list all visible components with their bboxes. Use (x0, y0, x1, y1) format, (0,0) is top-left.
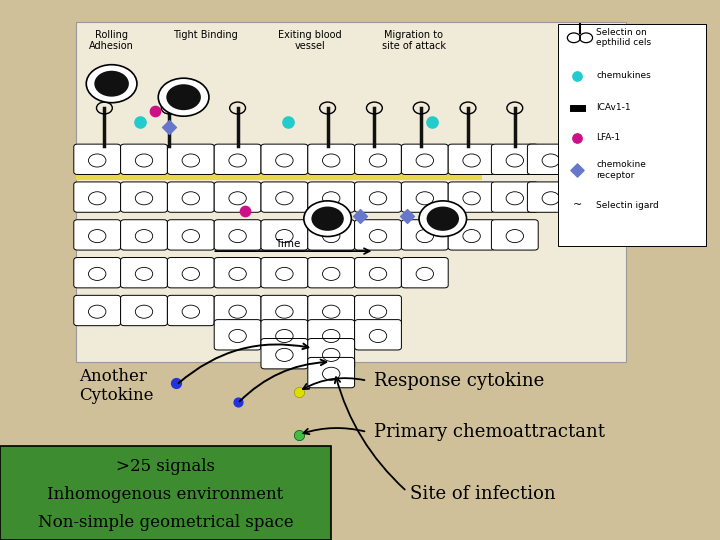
FancyBboxPatch shape (74, 220, 121, 250)
Text: Selectin on
epthilid cels: Selectin on epthilid cels (596, 28, 652, 48)
FancyBboxPatch shape (355, 320, 402, 350)
FancyBboxPatch shape (167, 295, 215, 326)
Circle shape (312, 206, 344, 231)
Point (239, 206, 251, 215)
Text: Time: Time (275, 239, 301, 249)
Point (135, 117, 146, 126)
FancyBboxPatch shape (527, 182, 575, 212)
FancyBboxPatch shape (121, 258, 167, 288)
FancyBboxPatch shape (355, 220, 402, 250)
FancyBboxPatch shape (527, 144, 575, 174)
FancyBboxPatch shape (215, 144, 261, 174)
FancyBboxPatch shape (215, 258, 261, 288)
Text: Response cytokine: Response cytokine (374, 372, 544, 390)
FancyBboxPatch shape (121, 220, 167, 250)
Text: Migration to
site of attack: Migration to site of attack (382, 30, 446, 51)
FancyBboxPatch shape (558, 24, 706, 246)
Point (336, 209, 348, 218)
Text: LFA-1: LFA-1 (596, 133, 621, 142)
Point (293, 387, 305, 396)
FancyBboxPatch shape (491, 144, 539, 174)
FancyBboxPatch shape (74, 182, 121, 212)
Text: Exiting blood
vessel: Exiting blood vessel (278, 30, 341, 51)
FancyBboxPatch shape (308, 339, 355, 369)
Text: Inhomogenous environment: Inhomogenous environment (48, 486, 284, 503)
Point (232, 398, 243, 407)
Point (163, 123, 175, 131)
FancyBboxPatch shape (167, 182, 215, 212)
FancyBboxPatch shape (167, 144, 215, 174)
Point (426, 117, 438, 126)
FancyBboxPatch shape (261, 220, 308, 250)
Text: Rolling
Adhesion: Rolling Adhesion (89, 30, 134, 51)
FancyBboxPatch shape (121, 182, 167, 212)
FancyBboxPatch shape (215, 220, 261, 250)
FancyBboxPatch shape (261, 295, 308, 326)
FancyBboxPatch shape (261, 320, 308, 350)
Point (401, 212, 413, 220)
FancyBboxPatch shape (355, 182, 402, 212)
Circle shape (304, 201, 351, 237)
Point (572, 133, 583, 142)
Text: Another
Cytokine: Another Cytokine (79, 368, 153, 404)
FancyBboxPatch shape (121, 295, 167, 326)
FancyBboxPatch shape (448, 182, 495, 212)
Text: ICAv1-1: ICAv1-1 (596, 104, 631, 112)
Point (149, 106, 161, 115)
FancyBboxPatch shape (402, 182, 448, 212)
Point (282, 117, 294, 126)
FancyBboxPatch shape (402, 144, 448, 174)
FancyBboxPatch shape (355, 144, 402, 174)
Circle shape (426, 206, 459, 231)
FancyBboxPatch shape (261, 144, 308, 174)
FancyBboxPatch shape (448, 220, 495, 250)
FancyBboxPatch shape (402, 258, 448, 288)
FancyBboxPatch shape (167, 220, 215, 250)
FancyBboxPatch shape (261, 339, 308, 369)
FancyBboxPatch shape (0, 446, 331, 540)
FancyBboxPatch shape (491, 220, 539, 250)
FancyBboxPatch shape (121, 144, 167, 174)
FancyBboxPatch shape (76, 151, 482, 180)
FancyBboxPatch shape (261, 182, 308, 212)
Text: Tight Binding: Tight Binding (173, 30, 238, 40)
Text: Selectin igard: Selectin igard (596, 201, 659, 210)
Point (354, 212, 366, 220)
FancyBboxPatch shape (76, 22, 626, 362)
Circle shape (166, 84, 201, 110)
FancyBboxPatch shape (308, 144, 355, 174)
Circle shape (86, 65, 137, 103)
Point (171, 379, 182, 388)
Text: Site of infection: Site of infection (410, 485, 556, 503)
FancyBboxPatch shape (167, 258, 215, 288)
FancyBboxPatch shape (308, 182, 355, 212)
Text: chemokine
receptor: chemokine receptor (596, 160, 646, 180)
FancyBboxPatch shape (308, 320, 355, 350)
Point (293, 430, 305, 439)
Point (572, 166, 583, 174)
FancyBboxPatch shape (215, 295, 261, 326)
FancyBboxPatch shape (261, 258, 308, 288)
FancyBboxPatch shape (402, 220, 448, 250)
FancyBboxPatch shape (215, 320, 261, 350)
Text: Primary chemoattractant: Primary chemoattractant (374, 423, 606, 441)
Text: >25 signals: >25 signals (116, 458, 215, 475)
Circle shape (158, 78, 209, 116)
FancyBboxPatch shape (308, 295, 355, 326)
Point (572, 71, 583, 80)
FancyBboxPatch shape (308, 220, 355, 250)
Text: Non-simple geometrical space: Non-simple geometrical space (37, 515, 294, 531)
FancyBboxPatch shape (448, 144, 495, 174)
FancyBboxPatch shape (355, 258, 402, 288)
Circle shape (94, 71, 129, 97)
FancyBboxPatch shape (74, 258, 121, 288)
FancyBboxPatch shape (74, 144, 121, 174)
FancyBboxPatch shape (355, 295, 402, 326)
FancyBboxPatch shape (308, 357, 355, 388)
Circle shape (419, 201, 467, 237)
FancyBboxPatch shape (215, 182, 261, 212)
FancyBboxPatch shape (74, 295, 121, 326)
FancyBboxPatch shape (491, 182, 539, 212)
FancyBboxPatch shape (308, 258, 355, 288)
